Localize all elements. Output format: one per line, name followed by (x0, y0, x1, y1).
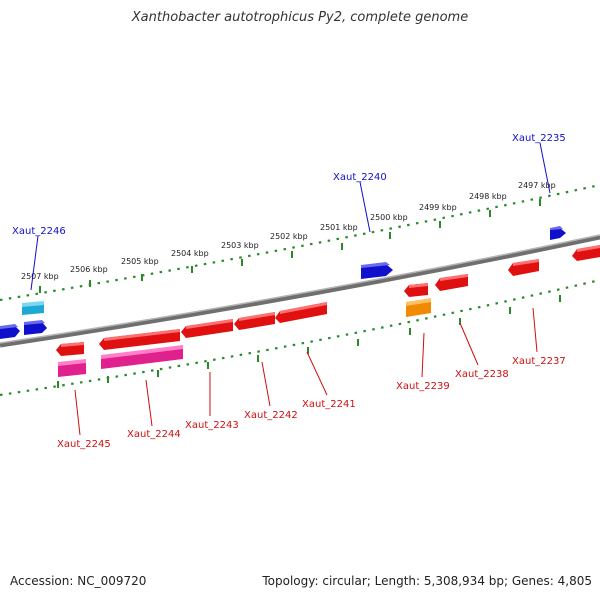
scale-label-2502: 2502 kbp (270, 232, 308, 241)
callout-xaut-2239 (421, 332, 425, 378)
callout-xaut-2244 (145, 379, 153, 427)
scale-label-2497: 2497 kbp (518, 181, 556, 190)
scale-label-2500: 2500 kbp (370, 213, 408, 222)
upper-major-ticks (39, 199, 541, 293)
gene-label-xaut-2243[interactable]: Xaut_2243 (185, 420, 239, 431)
callout-xaut-2240 (359, 181, 371, 233)
scale-label-2504: 2504 kbp (171, 249, 209, 258)
callout-xaut-2245 (74, 389, 81, 436)
gene-forward-left-b[interactable] (24, 320, 47, 335)
gene-xaut-2239-block[interactable] (404, 283, 428, 297)
genome-backbone-highlight (0, 234, 600, 344)
gene-xaut-2242-block[interactable] (234, 312, 275, 330)
gene-label-xaut-2246[interactable]: Xaut_2246 (12, 226, 66, 237)
reverse-callouts (74, 307, 538, 436)
gene-label-xaut-2237[interactable]: Xaut_2237 (512, 356, 566, 367)
callout-xaut-2238 (459, 322, 479, 366)
gene-xaut-2240-block[interactable] (361, 262, 393, 279)
genome-summary-text: Topology: circular; Length: 5,308,934 bp… (262, 574, 592, 588)
scale-label-2503: 2503 kbp (221, 241, 259, 250)
callout-xaut-2246 (30, 235, 39, 291)
gene-label-xaut-2235[interactable]: Xaut_2235 (512, 133, 566, 144)
accession-text: Accession: NC_009720 (10, 574, 147, 588)
scale-label-2506: 2506 kbp (70, 265, 108, 274)
forward-callouts (30, 142, 551, 291)
reverse-strand-genes (56, 245, 600, 377)
gene-xaut-2246-block[interactable] (22, 301, 44, 315)
gene-label-xaut-2239[interactable]: Xaut_2239 (396, 381, 450, 392)
gene-xaut-2241-block[interactable] (275, 302, 327, 323)
map-title: Xanthobacter autotrophicus Py2, complete… (131, 10, 469, 25)
gene-xaut-2245-block[interactable] (56, 342, 84, 356)
gene-label-xaut-2241[interactable]: Xaut_2241 (302, 399, 356, 410)
gene-xaut-2244-block[interactable] (99, 329, 180, 350)
callout-xaut-2235 (539, 142, 551, 194)
callout-xaut-2237 (532, 307, 538, 353)
gene-xaut-2239-alt-block[interactable] (406, 298, 431, 317)
scale-label-2501: 2501 kbp (320, 223, 358, 232)
gene-xaut-2245-rna-block[interactable] (58, 359, 86, 377)
scale-label-2505: 2505 kbp (121, 257, 159, 266)
callout-xaut-2241 (306, 351, 328, 396)
genome-backbone (0, 234, 600, 348)
forward-strand-genes (0, 226, 566, 339)
gene-label-xaut-2238[interactable]: Xaut_2238 (455, 369, 509, 380)
gene-label-xaut-2244[interactable]: Xaut_2244 (127, 429, 181, 440)
gene-label-xaut-2245[interactable]: Xaut_2245 (57, 439, 111, 450)
gene-forward-left-a[interactable] (0, 324, 20, 339)
scale-label-2499: 2499 kbp (419, 203, 457, 212)
gene-xaut-2238-block[interactable] (435, 274, 468, 291)
scale-label-2507: 2507 kbp (21, 272, 59, 281)
gene-xaut-2237-block[interactable] (508, 259, 539, 276)
lower-major-ticks (57, 295, 561, 388)
gene-xaut-2243-block[interactable] (181, 319, 233, 338)
gene-reverse-right-edge[interactable] (572, 245, 600, 261)
scale-label-2498: 2498 kbp (469, 192, 507, 201)
gene-label-xaut-2242[interactable]: Xaut_2242 (244, 410, 298, 421)
gene-label-xaut-2240[interactable]: Xaut_2240 (333, 172, 387, 183)
gene-xaut-2235-block[interactable] (550, 226, 566, 240)
callout-xaut-2242 (261, 361, 271, 407)
gene-xaut-2244-rna-block[interactable] (101, 345, 183, 369)
